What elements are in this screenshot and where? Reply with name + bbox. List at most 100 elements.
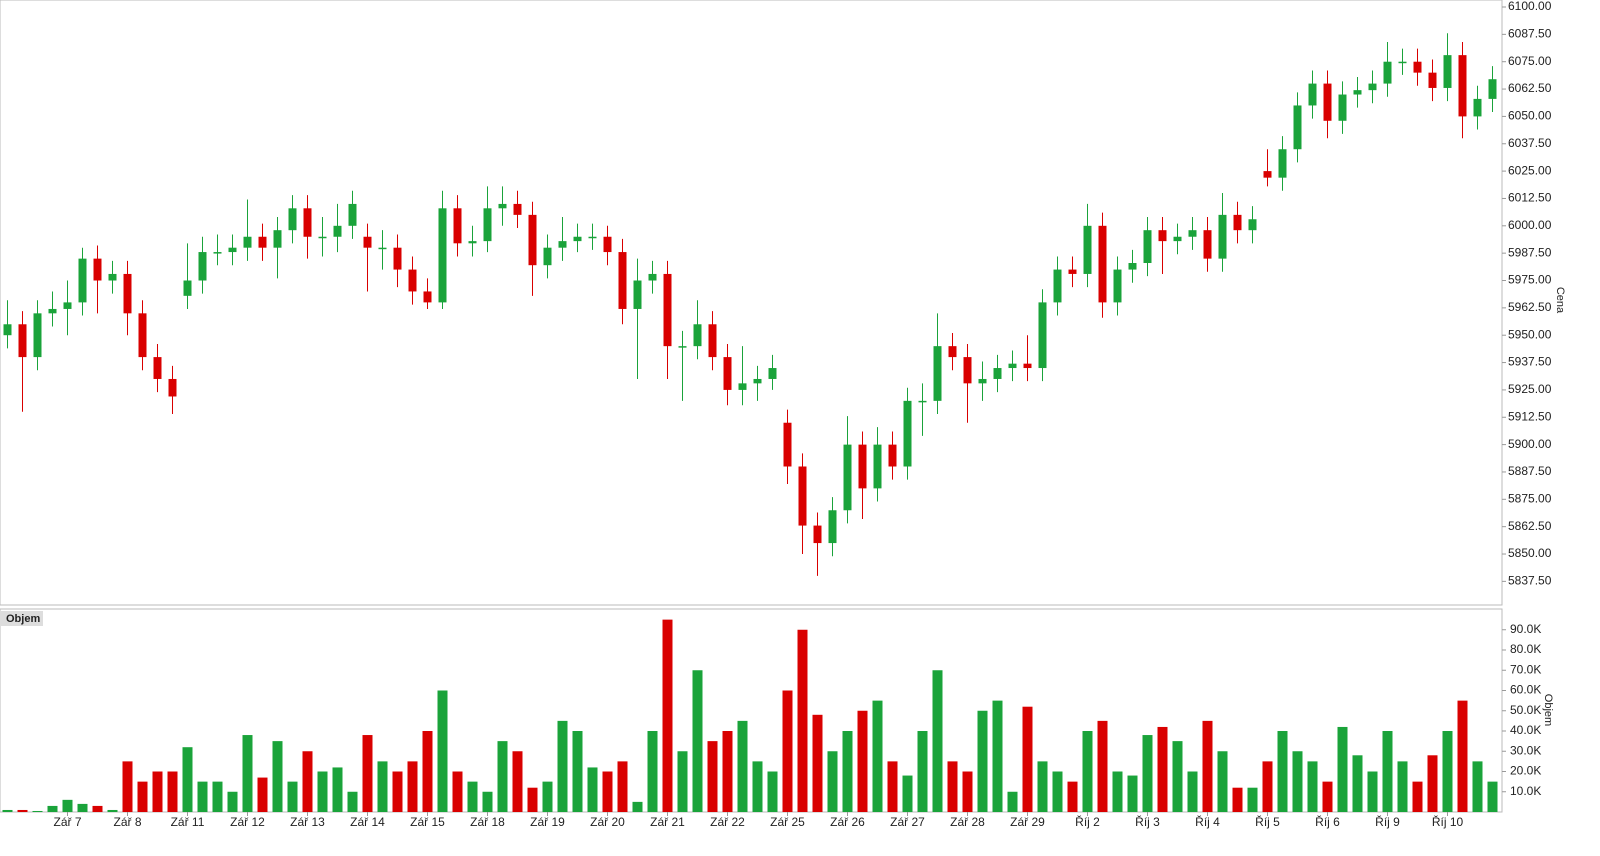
candle-body <box>1353 90 1362 95</box>
candle-body <box>348 203 357 226</box>
candle-body <box>1338 94 1347 121</box>
volume-bar <box>1217 751 1228 812</box>
y2-tick-label: 40.0K <box>1510 723 1541 737</box>
volume-bar <box>1007 791 1018 812</box>
candle-body <box>633 280 642 309</box>
candle-body <box>288 208 297 231</box>
volume-bar <box>182 747 193 812</box>
y2-tick-label: 10.0K <box>1510 784 1541 798</box>
volume-bar <box>1172 741 1183 812</box>
volume-bar <box>992 700 1003 812</box>
volume-bar <box>602 771 613 812</box>
candle-body <box>603 236 612 253</box>
candle-body <box>243 236 252 248</box>
x-tick-label: Zář 21 <box>650 815 685 829</box>
candle-body <box>903 400 912 467</box>
volume-bar <box>647 731 658 812</box>
volume-bar <box>842 731 853 812</box>
candle-body <box>1203 230 1212 259</box>
volume-bar <box>1322 781 1333 812</box>
volume-bar <box>872 700 883 812</box>
volume-bar <box>1157 726 1168 812</box>
candle-body <box>738 383 747 390</box>
candle-body <box>483 208 492 242</box>
candle-body <box>438 208 447 303</box>
volume-bar <box>962 771 973 812</box>
candle-body <box>1218 214 1227 259</box>
y-tick-label: 5950.00 <box>1508 327 1552 341</box>
candle-body <box>1083 225 1092 274</box>
candle-body <box>318 236 327 239</box>
volume-bar <box>1247 787 1258 812</box>
volume-bar <box>17 809 28 812</box>
candle-body <box>1173 236 1182 242</box>
y-tick-label: 5975.00 <box>1508 273 1552 287</box>
candle-body <box>1053 269 1062 303</box>
volume-bar <box>392 771 403 812</box>
candle-body <box>948 346 957 358</box>
volume-bar <box>92 805 103 812</box>
volume-bar <box>857 710 868 812</box>
x-tick-label: Říj 3 <box>1135 814 1160 829</box>
candle-body <box>1443 55 1452 88</box>
volume-bar <box>1472 761 1483 812</box>
volume-bar <box>677 751 688 812</box>
volume-bar <box>242 735 253 812</box>
x-tick-label: Zář 11 <box>171 815 205 829</box>
volume-bar <box>197 781 208 812</box>
candle-body <box>1278 149 1287 178</box>
volume-bar <box>737 720 748 812</box>
y2-tick-label: 30.0K <box>1510 743 1541 757</box>
candle-body <box>1038 302 1047 369</box>
volume-bar <box>77 803 88 812</box>
volume-bar <box>1307 761 1318 812</box>
volume-bar <box>527 787 538 812</box>
candle-body <box>1023 363 1032 369</box>
x-tick-label: Zář 29 <box>1010 815 1045 829</box>
x-tick-label: Zář 26 <box>830 815 865 829</box>
volume-bar <box>1232 787 1243 812</box>
candle-body <box>648 273 657 281</box>
x-tick-label: Říj 10 <box>1432 814 1464 829</box>
x-tick-label: Říj 2 <box>1075 814 1100 829</box>
volume-bar <box>707 741 718 812</box>
volume-bar <box>317 771 328 812</box>
x-tick-label: Říj 9 <box>1375 814 1400 829</box>
candle-body <box>393 247 402 270</box>
candle-body <box>1113 269 1122 303</box>
volume-bar <box>887 761 898 812</box>
candle-body <box>543 247 552 266</box>
volume-bar <box>137 781 148 812</box>
candle-body <box>273 230 282 248</box>
volume-bar <box>1127 775 1138 812</box>
volume-bar <box>32 810 43 812</box>
candle-body <box>1473 98 1482 117</box>
volume-bar <box>932 670 943 812</box>
candle-body <box>768 368 777 379</box>
y-tick-label: 5925.00 <box>1508 382 1552 396</box>
candle-body <box>663 273 672 347</box>
candle-body <box>1383 61 1392 84</box>
volume-bar <box>512 751 523 812</box>
x-tick-label: Říj 4 <box>1195 814 1220 829</box>
x-tick-label: Říj 5 <box>1255 814 1280 829</box>
candle-body <box>1008 363 1017 369</box>
candle-body <box>1293 105 1302 150</box>
volume-bar <box>437 690 448 812</box>
candle-body <box>1068 269 1077 274</box>
candle-body <box>798 466 807 526</box>
volume-bar <box>1397 761 1408 812</box>
volume-bar <box>152 771 163 812</box>
volume-bar <box>1277 731 1288 812</box>
candle-body <box>498 203 507 209</box>
volume-bar <box>827 751 838 812</box>
x-tick-label: Zář 12 <box>230 815 265 829</box>
candle-body <box>933 346 942 401</box>
candle-body <box>993 368 1002 379</box>
candle-body <box>33 313 42 358</box>
candle-body <box>198 252 207 281</box>
candle-body <box>63 302 72 309</box>
y2-tick-label: 90.0K <box>1510 622 1541 636</box>
volume-panel-label: Objem <box>6 613 40 625</box>
